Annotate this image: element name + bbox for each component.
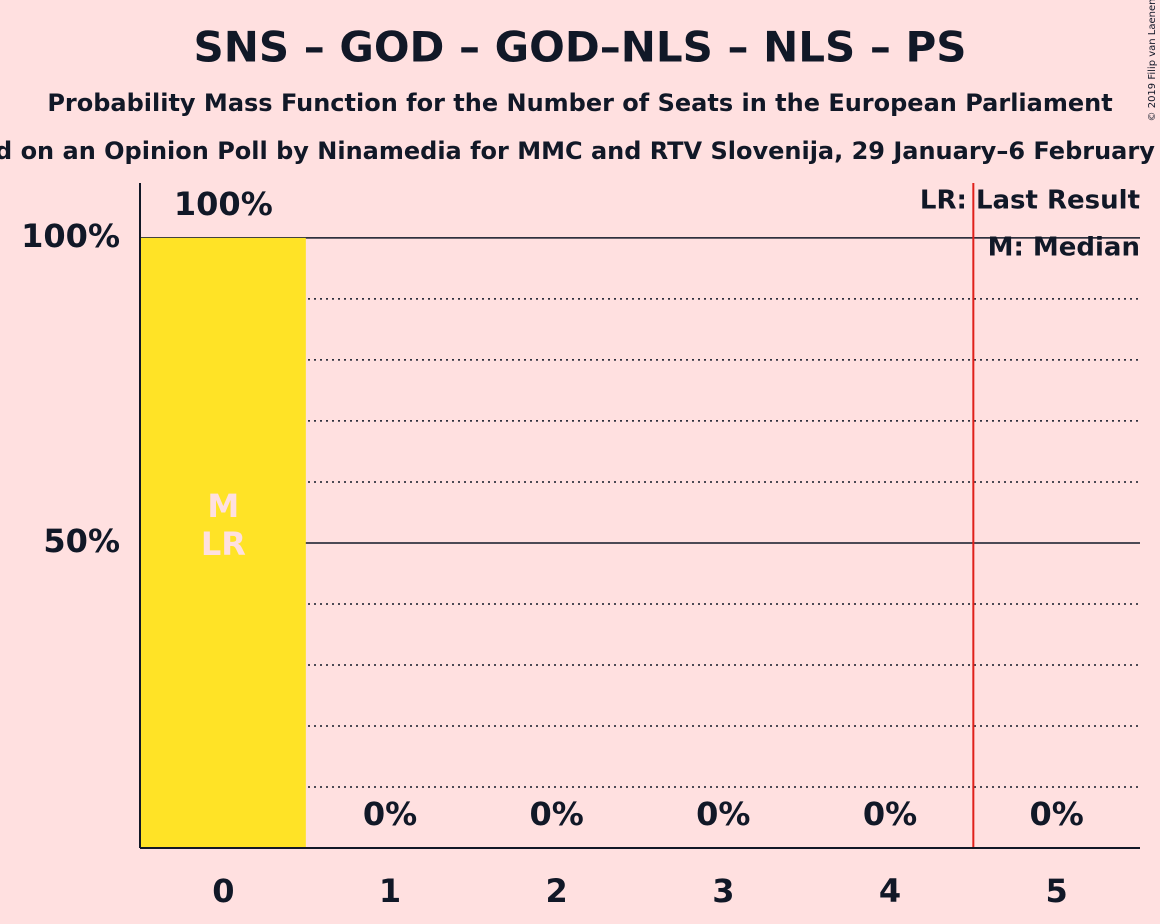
x-tick-label: 1 — [379, 872, 401, 910]
y-tick-label: 100% — [21, 217, 120, 255]
copyright: © 2019 Filip van Laenen — [1147, 0, 1158, 121]
value-label: 0% — [863, 795, 917, 833]
value-label: 0% — [1030, 795, 1084, 833]
value-label: 0% — [696, 795, 750, 833]
bar-annotation: M — [207, 487, 239, 525]
x-tick-label: 3 — [712, 872, 734, 910]
x-tick-label: 4 — [879, 872, 901, 910]
value-label: 0% — [363, 795, 417, 833]
x-tick-label: 5 — [1046, 872, 1068, 910]
value-label: 100% — [174, 185, 273, 223]
value-label: 0% — [530, 795, 584, 833]
x-tick-label: 0 — [212, 872, 234, 910]
bar — [140, 237, 306, 848]
y-tick-label: 50% — [43, 522, 120, 560]
legend-entry: M: Median — [988, 233, 1140, 263]
chart-source: Based on an Opinion Poll by Ninamedia fo… — [0, 137, 1160, 165]
legend-entry: LR: Last Result — [920, 186, 1140, 216]
bar-annotation: LR — [201, 525, 246, 563]
x-tick-label: 2 — [546, 872, 568, 910]
chart-subtitle: Probability Mass Function for the Number… — [47, 89, 1112, 117]
chart-title: SNS – GOD – GOD–NLS – NLS – PS — [193, 23, 966, 72]
